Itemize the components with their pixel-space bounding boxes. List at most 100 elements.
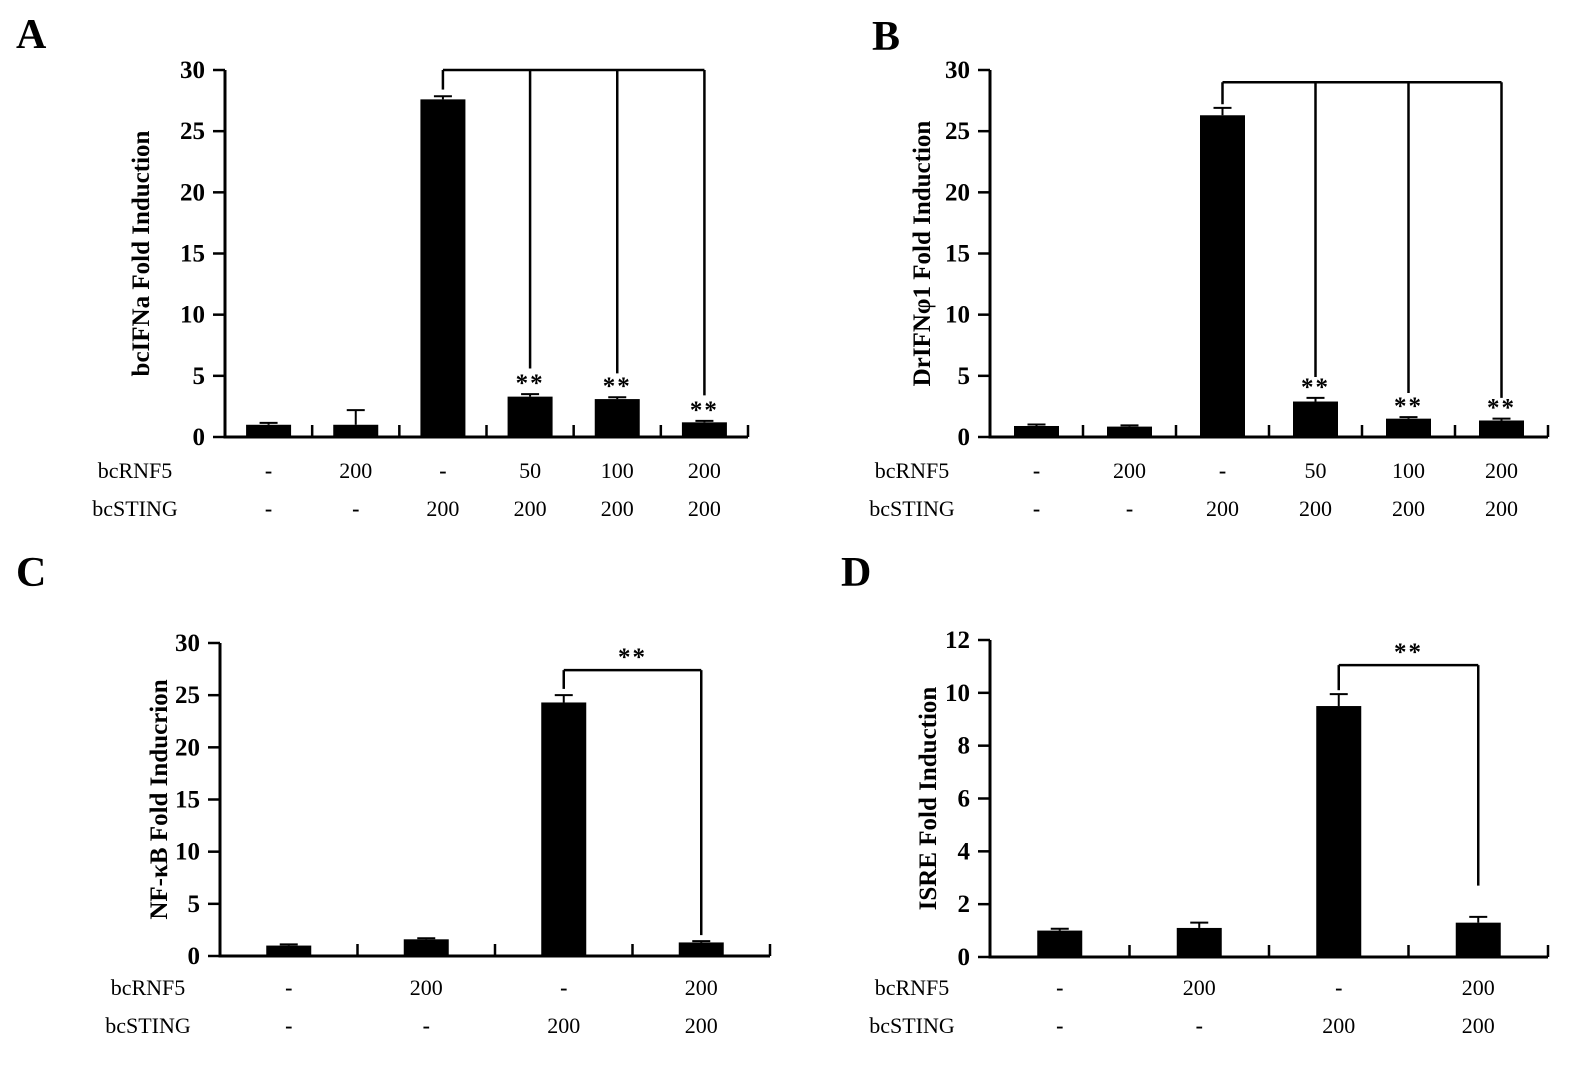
x-row-value: - [1056, 975, 1063, 1000]
x-row-value: - [560, 975, 567, 1000]
x-row-value: 200 [1485, 496, 1518, 521]
x-row-label: bcSTING [869, 1013, 955, 1038]
y-tick-label: 0 [958, 424, 971, 451]
bar [1200, 115, 1245, 437]
bar [507, 396, 553, 437]
y-axis-title: DrIFNφ1 Fold Induction [909, 121, 936, 387]
significance-label: ** [1487, 395, 1516, 422]
y-tick-label: 25 [180, 118, 205, 145]
bar [1176, 927, 1222, 957]
x-row-label: bcSTING [92, 496, 178, 521]
x-row-label: bcSTING [869, 496, 955, 521]
y-tick-label: 5 [188, 891, 201, 918]
y-tick-label: 10 [175, 839, 200, 866]
x-row-value: - [1219, 458, 1226, 483]
y-tick-label: 8 [958, 733, 971, 760]
bar [266, 945, 312, 956]
x-row-value: - [1033, 496, 1040, 521]
x-row-value: 200 [547, 1013, 580, 1038]
bar [403, 939, 449, 956]
x-row-value: 200 [514, 496, 547, 521]
y-tick-label: 6 [958, 786, 971, 813]
bar [1037, 930, 1083, 957]
y-tick-label: 4 [958, 838, 971, 865]
y-tick-label: 0 [193, 424, 206, 451]
x-row-value: - [1056, 1013, 1063, 1038]
x-row-value: 200 [1462, 975, 1495, 1000]
x-row-value: 200 [1485, 458, 1518, 483]
y-tick-label: 10 [180, 302, 205, 329]
x-row-value: 200 [688, 458, 721, 483]
y-axis-title: NF-κB Fold Inducrion [146, 679, 173, 919]
x-row-value: 200 [685, 1013, 718, 1038]
y-tick-label: 20 [945, 179, 970, 206]
significance-label: ** [603, 373, 632, 400]
bar [541, 702, 587, 956]
panel-c-chart: 0 5 10 15 20 25 30 ** bcRNF5 - 200 - 200 bcSTING - - 200… [0, 545, 790, 1069]
x-row-value: - [439, 458, 446, 483]
bar [1107, 426, 1152, 437]
significance-label: ** [516, 370, 545, 397]
bar [1479, 420, 1524, 437]
y-tick-label: 5 [958, 363, 971, 390]
y-axis-title: ISRE Fold Induction [915, 687, 942, 911]
y-tick-label: 12 [945, 627, 970, 654]
x-row-label: bcRNF5 [111, 975, 186, 1000]
x-row-value: 200 [410, 975, 443, 1000]
significance-label: ** [1394, 393, 1423, 420]
chart-b-svg: 0 5 10 15 20 25 30 ** ** ** bcRNF5 - 200 - 50 100 200 bcS… [869, 57, 1550, 521]
x-row-label: bcRNF5 [875, 458, 950, 483]
x-row-value: 200 [1183, 975, 1216, 1000]
y-tick-label: 30 [175, 630, 200, 657]
x-row-value: 200 [339, 458, 372, 483]
x-row-value: 50 [1305, 458, 1327, 483]
panel-label-a: A [16, 12, 47, 58]
chart-c-svg: 0 5 10 15 20 25 30 ** bcRNF5 - 200 - 200 bcSTING - - 200… [105, 630, 772, 1038]
x-row-label: bcSTING [105, 1013, 191, 1038]
x-row-value: - [1126, 496, 1133, 521]
y-tick-label: 2 [958, 891, 971, 918]
bar [1316, 706, 1362, 957]
y-tick-label: 10 [945, 680, 970, 707]
x-row-value: 200 [426, 496, 459, 521]
y-tick-label: 30 [945, 57, 970, 84]
panel-label-b: B [872, 14, 901, 60]
y-tick-label: 5 [193, 363, 206, 390]
y-tick-label: 15 [175, 787, 200, 814]
x-row-value: 100 [601, 458, 634, 483]
x-row-value: 200 [685, 975, 718, 1000]
x-row-label: bcRNF5 [98, 458, 173, 483]
bar [681, 422, 727, 437]
bar [246, 424, 292, 437]
bar [1014, 425, 1059, 437]
significance-label: ** [618, 644, 647, 671]
bar [333, 424, 379, 437]
x-row-value: 200 [1462, 1013, 1495, 1038]
panel-a-chart: 0 5 10 15 20 25 30 ** ** ** bcRNF5 - 200 - 50 100 200 bcS… [0, 0, 790, 545]
y-tick-label: 25 [945, 118, 970, 145]
bar [594, 399, 640, 437]
x-row-value: 100 [1392, 458, 1425, 483]
x-row-value: 200 [1322, 1013, 1355, 1038]
x-row-value: 200 [1392, 496, 1425, 521]
y-tick-label: 25 [175, 682, 200, 709]
x-row-value: 200 [1206, 496, 1239, 521]
panel-label-d: D [841, 550, 872, 596]
x-row-value: - [352, 496, 359, 521]
panel-b-chart: 0 5 10 15 20 25 30 ** ** ** bcRNF5 - 200 - 50 100 200 bcS… [790, 0, 1578, 545]
significance-label: ** [1301, 374, 1330, 401]
x-row-value: 200 [601, 496, 634, 521]
x-row-value: - [1335, 975, 1342, 1000]
bar [1455, 922, 1501, 957]
x-row-label: bcRNF5 [875, 975, 950, 1000]
y-tick-label: 10 [945, 302, 970, 329]
x-row-value: 200 [688, 496, 721, 521]
y-tick-label: 0 [958, 944, 971, 971]
y-tick-label: 20 [180, 179, 205, 206]
y-tick-label: 20 [175, 734, 200, 761]
x-row-value: 50 [519, 458, 541, 483]
x-row-value: - [265, 458, 272, 483]
x-row-value: - [1033, 458, 1040, 483]
x-row-value: - [285, 975, 292, 1000]
